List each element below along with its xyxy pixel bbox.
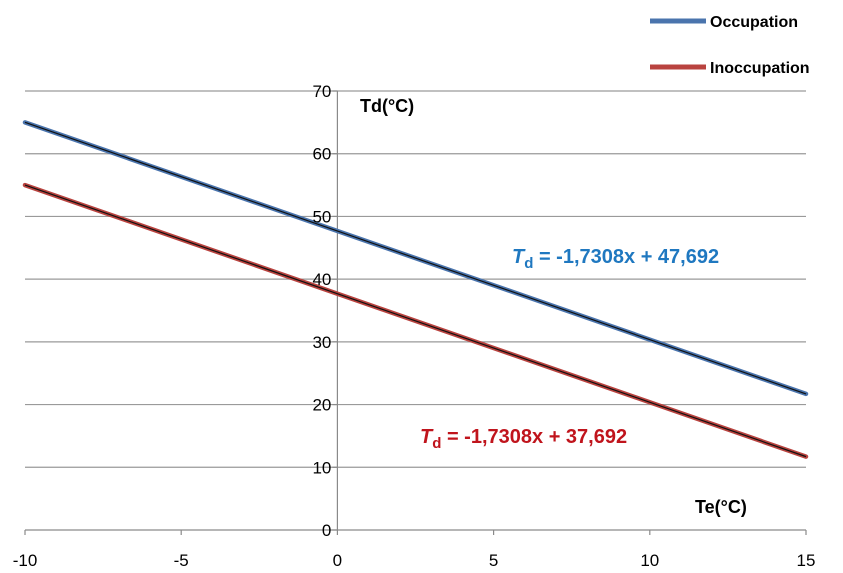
equation-inoccupation-body: = -1,7308x + 37,692	[441, 426, 627, 448]
series-lines	[22, 120, 809, 459]
gridlines	[25, 90, 806, 468]
equation-inoccupation-subscript: d	[432, 435, 441, 452]
x-axis-title: Te(°C)	[695, 497, 747, 517]
legend-label-inoccupation: Inoccupation	[710, 60, 810, 77]
y-tick-label-0: 0	[322, 521, 331, 540]
trendline-inoccupation	[24, 184, 807, 458]
x-tick-label-5: 5	[489, 551, 498, 570]
equation-inoccupation-T: T	[420, 426, 434, 448]
y-tick-label-70: 70	[312, 82, 331, 101]
y-tick-label-60: 60	[312, 145, 331, 164]
equation-occupation-subscript: d	[524, 255, 533, 272]
x-tick-label--5: -5	[174, 551, 189, 570]
trendline-occupation	[24, 121, 807, 395]
y-tick-label-30: 30	[312, 333, 331, 352]
x-tick-label-10: 10	[640, 551, 659, 570]
x-tick-label--10: -10	[13, 551, 38, 570]
y-axis-title: Td(°C)	[360, 96, 414, 116]
x-tick-label-0: 0	[333, 551, 342, 570]
equation-occupation-T: T	[512, 246, 526, 268]
equation-occupation: Td = -1,7308x + 47,692	[512, 246, 719, 272]
y-tick-label-20: 20	[312, 396, 331, 415]
y-tick-label-10: 10	[312, 458, 331, 477]
equation-inoccupation: Td = -1,7308x + 37,692	[420, 426, 627, 452]
axes	[24, 90, 807, 535]
x-tick-label-15: 15	[797, 551, 816, 570]
equation-occupation-body: = -1,7308x + 47,692	[533, 246, 719, 268]
y-tick-label-50: 50	[312, 207, 331, 226]
legend: Occupation Inoccupation	[650, 14, 810, 77]
y-tick-label-40: 40	[312, 270, 331, 289]
tick-labels: 0 10 20 30 40 50 60 70 -10 -5 0 5 10 15	[13, 82, 816, 570]
legend-label-occupation: Occupation	[710, 14, 798, 31]
